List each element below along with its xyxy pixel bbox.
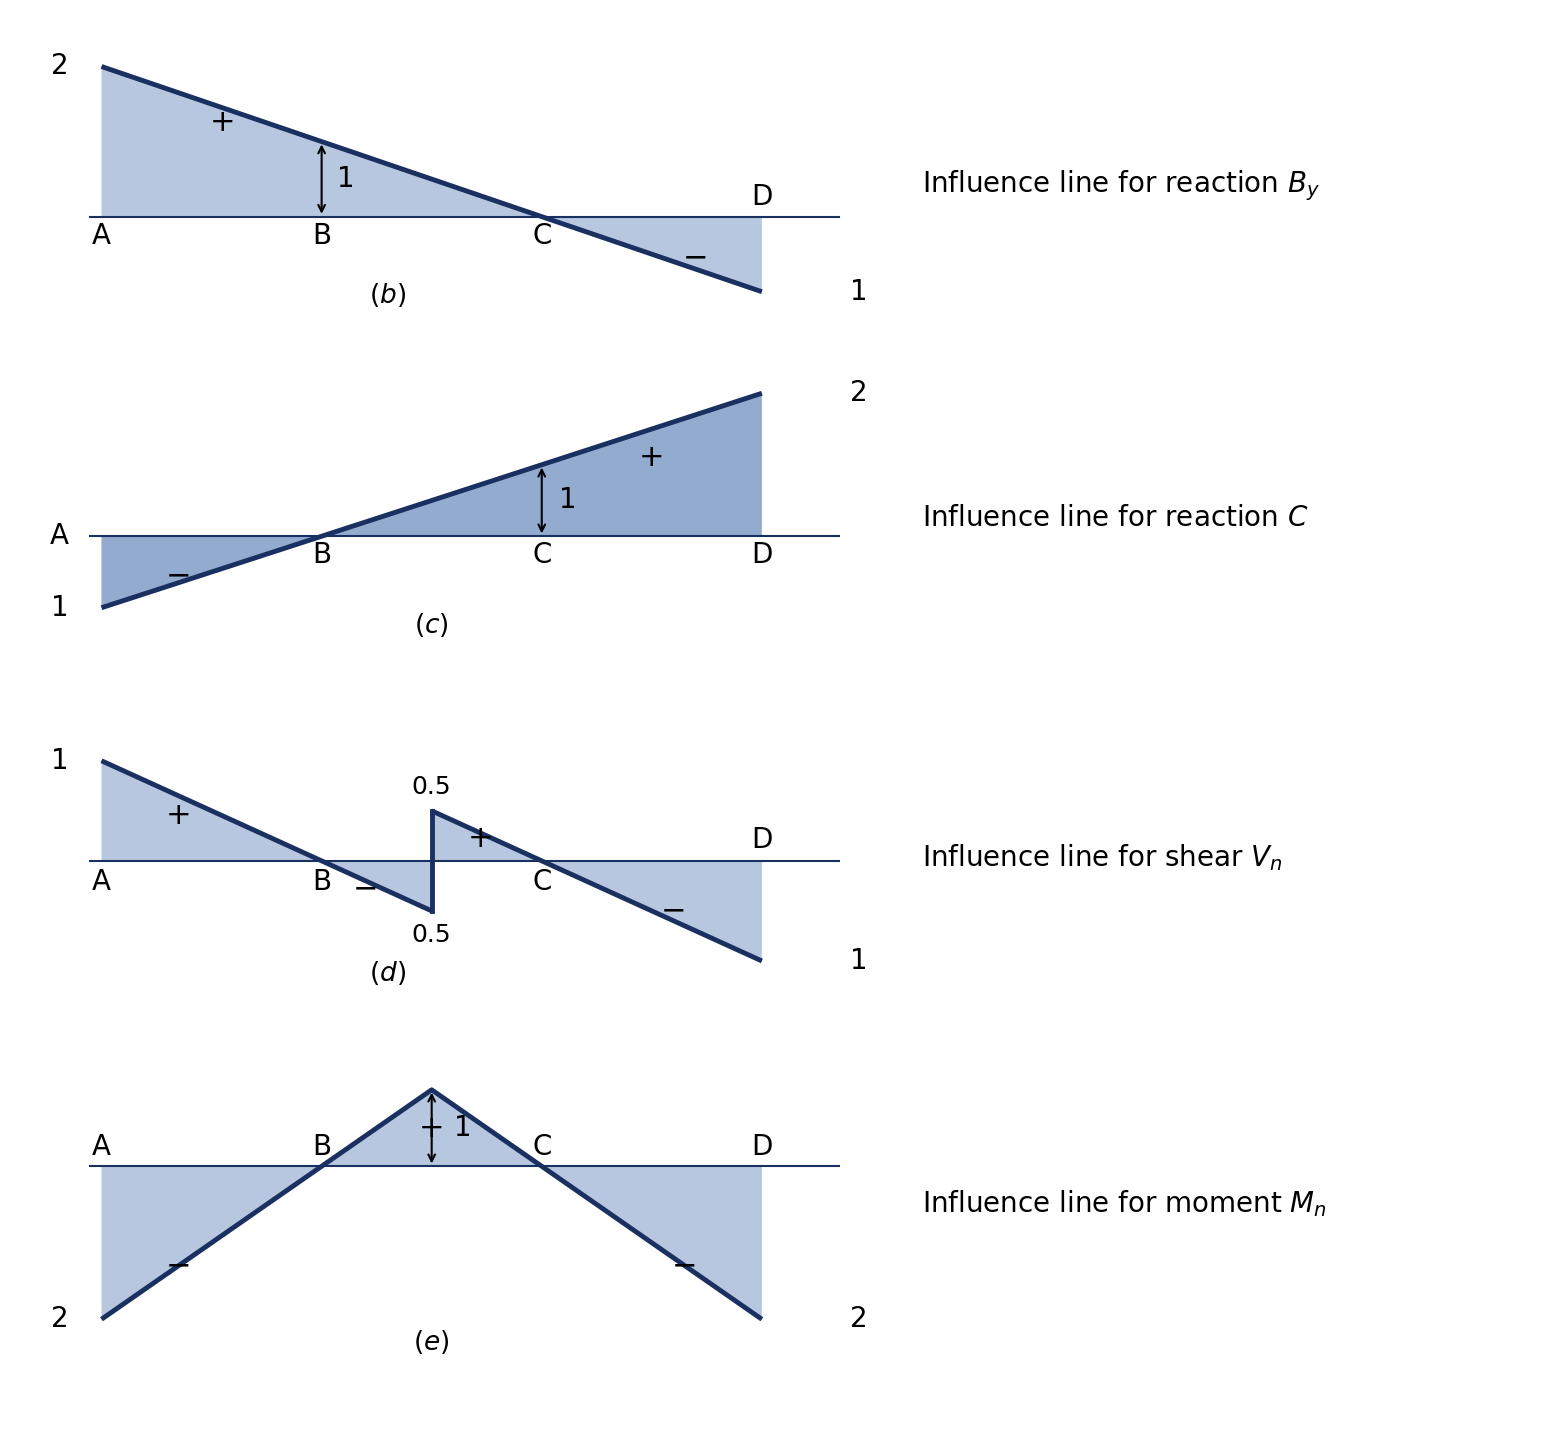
Polygon shape [102, 761, 322, 861]
Text: D: D [751, 1133, 773, 1161]
Text: D: D [751, 183, 773, 212]
Polygon shape [102, 536, 322, 608]
Text: $(c)$: $(c)$ [414, 611, 449, 639]
Text: D: D [751, 827, 773, 854]
Text: +: + [209, 109, 235, 137]
Text: $(b)$: $(b)$ [369, 280, 406, 309]
Polygon shape [542, 1167, 762, 1320]
Text: Influence line for moment $M_n$: Influence line for moment $M_n$ [922, 1188, 1326, 1220]
Text: −: − [683, 243, 708, 273]
Text: B: B [311, 222, 331, 250]
Text: C: C [531, 1133, 551, 1161]
Text: D: D [751, 541, 773, 569]
Text: +: + [166, 801, 192, 831]
Text: B: B [311, 1133, 331, 1161]
Text: −: − [672, 1251, 697, 1280]
Polygon shape [322, 1090, 542, 1167]
Text: A: A [50, 522, 68, 551]
Text: A: A [91, 222, 112, 250]
Text: B: B [311, 868, 331, 895]
Text: 1: 1 [850, 947, 867, 975]
Polygon shape [542, 861, 762, 961]
Text: 2: 2 [850, 1306, 867, 1333]
Polygon shape [322, 861, 432, 911]
Text: Influence line for reaction $B_y$: Influence line for reaction $B_y$ [922, 169, 1320, 203]
Text: 1: 1 [454, 1114, 471, 1143]
Text: B: B [311, 541, 331, 569]
Polygon shape [102, 1167, 322, 1320]
Text: 1: 1 [51, 746, 68, 775]
Text: −: − [661, 897, 686, 925]
Text: −: − [166, 561, 191, 591]
Text: $(e)$: $(e)$ [414, 1328, 449, 1356]
Text: 2: 2 [51, 53, 68, 80]
Text: 1: 1 [850, 277, 867, 306]
Text: C: C [531, 868, 551, 895]
Text: +: + [418, 1114, 445, 1143]
Text: 2: 2 [51, 1306, 68, 1333]
Text: 1: 1 [338, 164, 355, 193]
Text: $(d)$: $(d)$ [369, 960, 406, 987]
Text: Influence line for reaction $C$: Influence line for reaction $C$ [922, 503, 1309, 532]
Text: C: C [531, 222, 551, 250]
Text: 2: 2 [850, 379, 867, 408]
Text: −: − [166, 1251, 191, 1280]
Text: A: A [91, 868, 112, 895]
Polygon shape [322, 393, 762, 536]
Text: +: + [468, 824, 493, 854]
Polygon shape [322, 393, 762, 536]
Text: Influence line for shear $V_n$: Influence line for shear $V_n$ [922, 842, 1283, 874]
Text: 0.5: 0.5 [412, 775, 451, 799]
Polygon shape [432, 811, 542, 861]
Text: C: C [531, 541, 551, 569]
Polygon shape [102, 66, 542, 216]
Text: +: + [640, 443, 665, 472]
Text: 0.5: 0.5 [412, 922, 451, 947]
Polygon shape [542, 216, 762, 292]
Text: A: A [91, 1133, 112, 1161]
Text: −: − [353, 874, 378, 904]
Polygon shape [102, 536, 322, 608]
Text: 1: 1 [51, 593, 68, 622]
Text: 1: 1 [559, 486, 576, 515]
